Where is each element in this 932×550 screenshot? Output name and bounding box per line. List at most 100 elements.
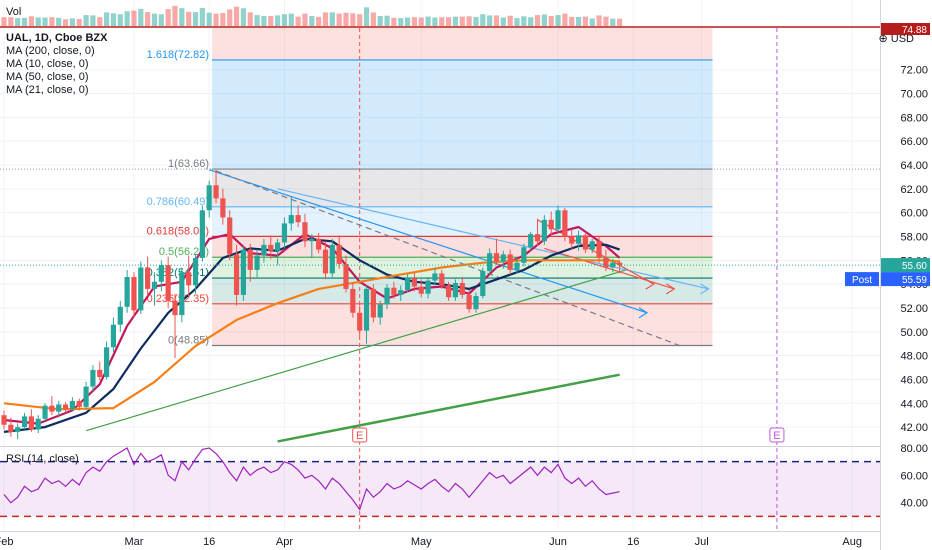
trend-line-red_wedge_low (544, 247, 675, 290)
candle-body (452, 282, 459, 298)
candle-body (357, 312, 363, 331)
volume-bar (493, 15, 500, 26)
candle-body (213, 185, 219, 199)
candle-body (302, 222, 308, 242)
candle-body (404, 278, 411, 291)
candle-body (459, 282, 465, 295)
volume-bar (240, 8, 246, 26)
candle-body (233, 254, 240, 295)
candle-body (336, 244, 342, 264)
volume-bar (363, 7, 370, 27)
volume-bar (322, 12, 329, 26)
volume-bar (480, 14, 486, 26)
time-axis[interactable]: Feb Mar 16 Apr May Jun 16 Jul Aug (0, 536, 862, 548)
volume-bar (610, 18, 616, 26)
price-tick-label: 60.00 (900, 208, 928, 220)
candle-body (562, 210, 568, 237)
fib-level-label: 0.236(52.35) (147, 293, 209, 305)
price-tick-label: 48.00 (900, 351, 928, 363)
candle-body (15, 427, 21, 432)
candle-body (288, 215, 294, 224)
candle-body (69, 400, 75, 410)
volume-bar (97, 17, 103, 26)
volume-bar (439, 17, 445, 26)
volume-bar (377, 16, 383, 26)
candle-body (145, 267, 151, 289)
candle-body (329, 244, 335, 274)
fib-level-label: 0.5(56.26) (159, 246, 209, 258)
rsi-label[interactable]: RSI (14, close) (6, 453, 79, 465)
candle-body (281, 223, 288, 243)
time-tick-label: 16 (203, 536, 215, 548)
candle-body (227, 217, 233, 255)
candle-body (363, 288, 370, 331)
candle-body (534, 234, 541, 242)
volume-bar (151, 13, 158, 26)
volume-bar (617, 18, 623, 26)
fib-level-label: 0.618(58.01) (147, 225, 209, 237)
event-marker-label: E (356, 430, 363, 442)
last-price-tag (881, 258, 930, 273)
trend-lines[interactable] (85, 169, 710, 443)
volume-bar (500, 17, 506, 26)
candle-body (350, 288, 356, 313)
volume-bar (254, 15, 260, 26)
time-tick-label: Jun (549, 536, 567, 548)
symbol-title[interactable]: UAL, 1D, Cboe BZX (6, 32, 108, 44)
volume-bar (275, 15, 281, 26)
candle-body (151, 281, 158, 289)
candle-body (377, 304, 383, 318)
candle-body (275, 242, 281, 251)
candle-body (322, 249, 329, 274)
study-ma21[interactable]: MA (21, close, 0) (6, 84, 89, 96)
candle-body (186, 272, 192, 286)
volume-bar (186, 11, 192, 26)
candle-body (21, 416, 28, 428)
candle-body (548, 219, 554, 230)
study-ma200[interactable]: MA (200, close, 0) (6, 45, 95, 57)
candle-body (528, 234, 534, 248)
trend-line-blue_down_1 (209, 169, 648, 314)
fib-zone (212, 59, 713, 170)
volume-bar (452, 16, 459, 26)
volume-bar (418, 17, 424, 26)
candle-body (240, 249, 246, 295)
fib-level-label: 1(63.66) (168, 158, 209, 170)
price-tick-label: 46.00 (900, 374, 928, 386)
candle-body (268, 244, 274, 251)
volume-bar (56, 17, 62, 26)
candle-body (521, 247, 527, 263)
volume-bar (398, 18, 404, 26)
study-ma10[interactable]: MA (10, close, 0) (6, 58, 89, 70)
volume-bar (562, 13, 568, 26)
candle-body (117, 306, 123, 325)
time-tick-label: Mar (124, 536, 143, 548)
volume-bar (281, 14, 288, 26)
price-tick-label: 70.00 (900, 89, 928, 101)
candle-body (617, 262, 623, 266)
volume-bar (261, 16, 267, 26)
volume-bar (220, 13, 226, 26)
candle-body (432, 273, 438, 281)
volume-bar (541, 14, 547, 26)
volume-bar (247, 12, 253, 26)
volume-bar (172, 5, 178, 27)
top-price-tag (881, 23, 930, 35)
rsi-tick-label: 60.00 (900, 470, 928, 482)
volume-bar (165, 9, 171, 26)
volume-bar (124, 11, 130, 26)
volume-bar (432, 17, 438, 26)
candle-body (309, 238, 315, 242)
price-tick-label: 50.00 (900, 327, 928, 339)
study-ma50[interactable]: MA (50, close, 0) (6, 71, 89, 83)
trend-line-green_support (85, 269, 627, 432)
candle-body (104, 347, 110, 378)
candle-body (541, 219, 547, 242)
ma-line (3, 259, 620, 411)
candle-body (418, 286, 424, 294)
candle-body (295, 215, 301, 223)
candle-body (172, 300, 178, 316)
candle-body (179, 272, 185, 316)
